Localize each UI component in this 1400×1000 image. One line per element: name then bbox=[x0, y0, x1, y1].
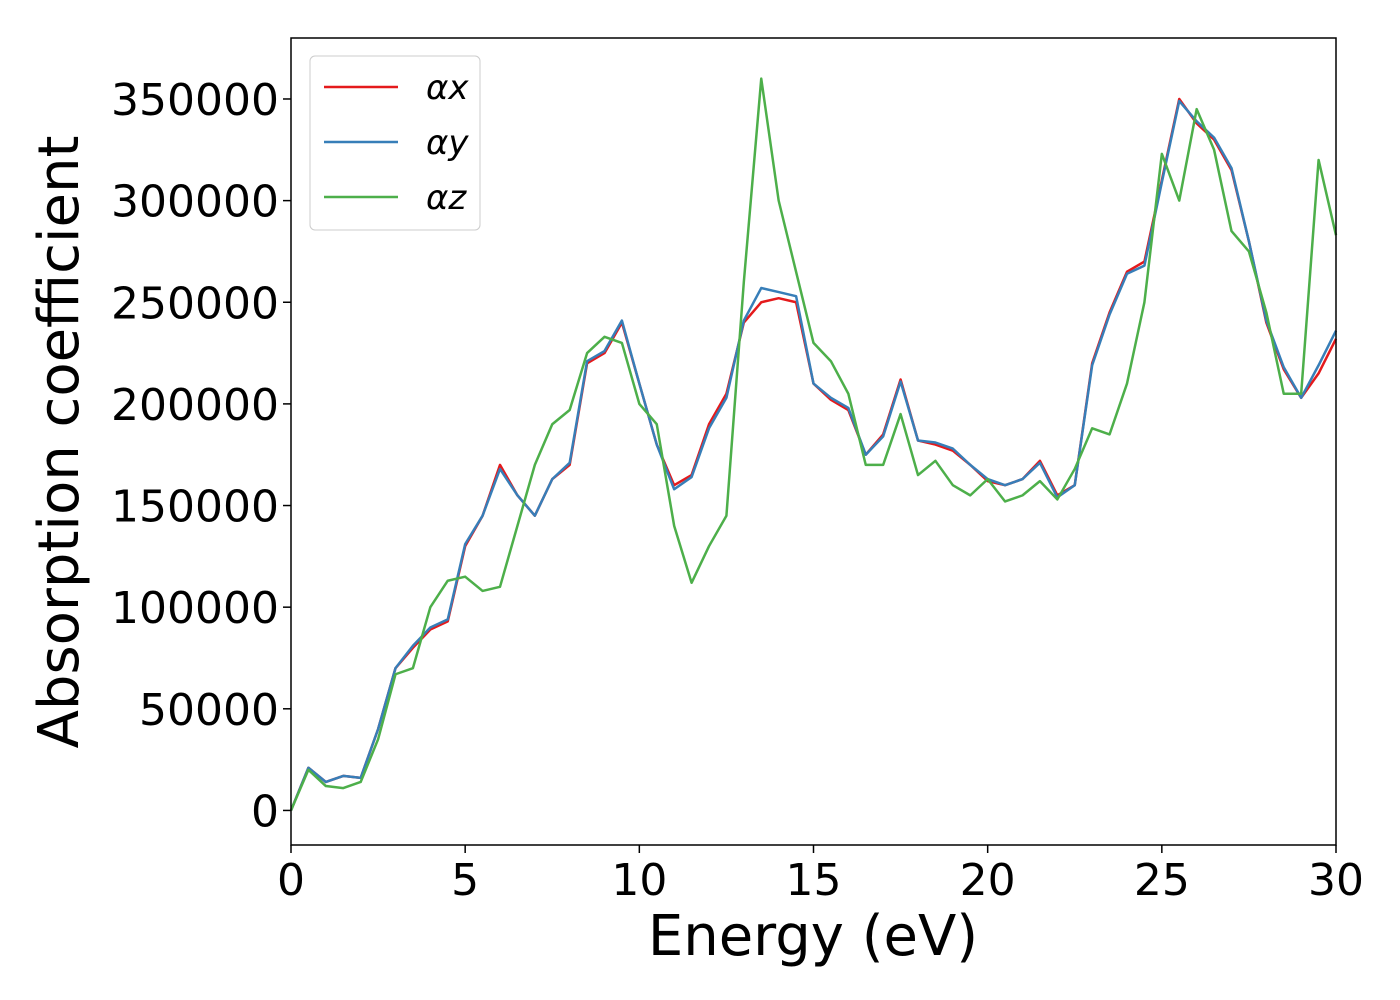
x-tick-label: 15 bbox=[786, 855, 842, 906]
x-tick-label: 30 bbox=[1308, 855, 1364, 906]
y-tick-label: 300000 bbox=[111, 177, 279, 228]
y-tick-label: 0 bbox=[251, 786, 279, 837]
data-line bbox=[289, 77, 1338, 811]
y-tick-label: 250000 bbox=[111, 278, 279, 329]
x-tick-label: 10 bbox=[611, 855, 667, 906]
x-tick-label: 5 bbox=[451, 855, 479, 906]
y-tick-label: 100000 bbox=[111, 583, 279, 634]
y-tick-label: 200000 bbox=[111, 380, 279, 431]
x-tick-label: 0 bbox=[277, 855, 305, 906]
y-tick-label: 350000 bbox=[111, 75, 279, 126]
x-tick-label: 20 bbox=[960, 855, 1016, 906]
legend-label: αy bbox=[426, 123, 469, 163]
legend-label: αx bbox=[426, 68, 469, 108]
x-axis-label: Energy (eV) bbox=[648, 904, 978, 969]
data-line bbox=[289, 99, 1338, 811]
y-axis-label: Absorption coefficient bbox=[27, 136, 92, 749]
x-tick-label: 25 bbox=[1134, 855, 1190, 906]
plot-frame bbox=[290, 37, 1337, 846]
y-tick-label: 150000 bbox=[111, 482, 279, 533]
y-tick-label: 50000 bbox=[139, 685, 279, 736]
legend-label: αz bbox=[426, 178, 467, 218]
